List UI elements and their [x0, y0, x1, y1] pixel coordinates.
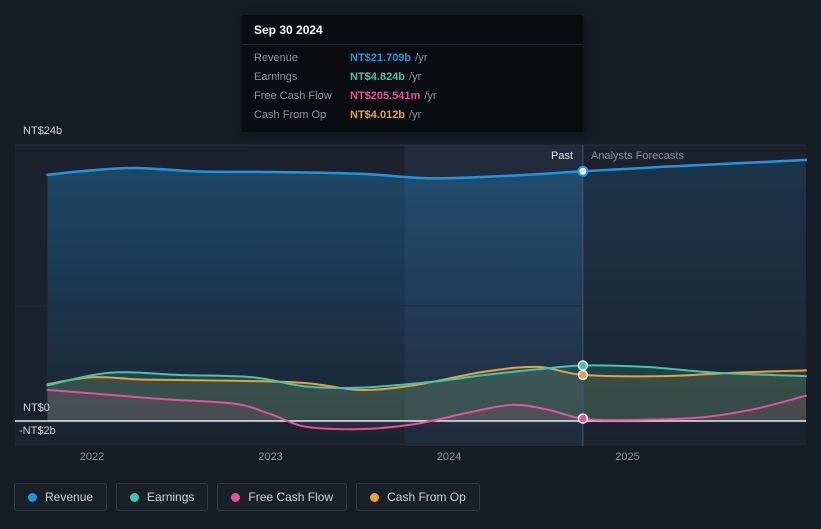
x-axis-label-2025: 2025 — [615, 451, 640, 463]
tooltip-row-label: Cash From Op — [254, 109, 327, 121]
cash-from-op-area — [47, 366, 806, 421]
legend-toggle-cash-from-op[interactable]: Cash From Op — [356, 483, 480, 511]
tooltip-row: Earnings NT$4.824b/yr — [242, 68, 583, 87]
legend-toggle-free-cash-flow[interactable]: Free Cash Flow — [217, 483, 348, 511]
legend-dot-icon — [130, 492, 140, 502]
earnings-area — [47, 365, 806, 421]
tooltip-row-unit: /yr — [424, 90, 437, 102]
legend-label: Earnings — [147, 490, 195, 504]
revenue-line[interactable] — [46, 158, 808, 180]
tooltip-row-label: Free Cash Flow — [254, 90, 332, 102]
cash-from-op-marker[interactable] — [577, 369, 589, 381]
tooltip-row: Cash From Op NT$4.012b/yr — [242, 106, 583, 125]
y-axis-label-zero: NT$0 — [23, 402, 50, 414]
x-axis-label-2022: 2022 — [79, 451, 105, 463]
revenue-area-past — [47, 167, 583, 446]
tooltip-row-value: NT$4.012b — [350, 109, 406, 121]
y-axis-label-neg2b: -NT$2b — [19, 425, 56, 437]
tooltip-row-unit: /yr — [409, 71, 422, 83]
earnings-marker[interactable] — [577, 360, 589, 371]
legend-toggle-earnings[interactable]: Earnings — [116, 483, 209, 511]
tooltip-row-unit: /yr — [415, 52, 428, 64]
tooltip-row-label: Revenue — [254, 52, 299, 64]
legend-toggle-revenue[interactable]: Revenue — [14, 483, 108, 511]
free-cash-flow-line[interactable] — [46, 388, 807, 431]
x-axis-label-2024: 2024 — [436, 451, 462, 463]
tooltip-row-unit: /yr — [409, 109, 422, 121]
tooltip-rows: Revenue NT$21.709b/yr Earnings NT$4.824b/yr… — [242, 49, 583, 125]
free-cash-flow-area — [47, 389, 806, 430]
revenue-marker[interactable] — [577, 165, 589, 177]
legend-dot-icon — [28, 492, 37, 502]
tooltip-row-value: NT$21.709b — [350, 52, 412, 64]
tooltip-row-label: Earnings — [254, 71, 298, 83]
cash-from-op-line[interactable] — [46, 365, 807, 391]
legend-label: Revenue — [45, 490, 94, 504]
tooltip-row: Revenue NT$21.709b/yr — [242, 49, 583, 68]
legend: Revenue Earnings Free Cash Flow Cash From O… — [14, 483, 480, 511]
data-tooltip: Sep 30 2024 Revenue NT$21.709b/yr Earnings… — [242, 15, 583, 132]
legend-label: Free Cash Flow — [248, 490, 334, 504]
legend-dot-icon — [231, 492, 241, 502]
tooltip-row-value: NT$205.541m — [350, 90, 421, 102]
x-axis-label-2023: 2023 — [258, 451, 283, 463]
tooltip-date: Sep 30 2024 — [242, 15, 583, 45]
legend-dot-icon — [370, 492, 380, 502]
analysts-forecasts-label: Analysts Forecasts — [591, 150, 684, 162]
tooltip-row-value: NT$4.824b — [350, 71, 406, 83]
tooltip-row: Free Cash Flow NT$205.541m/yr — [242, 87, 583, 106]
past-label: Past — [550, 150, 573, 162]
earnings-line[interactable] — [46, 364, 807, 390]
y-axis-label-24b: NT$24b — [23, 125, 63, 137]
legend-label: Cash From Op — [387, 490, 466, 504]
free-cash-flow-marker[interactable] — [577, 413, 589, 424]
